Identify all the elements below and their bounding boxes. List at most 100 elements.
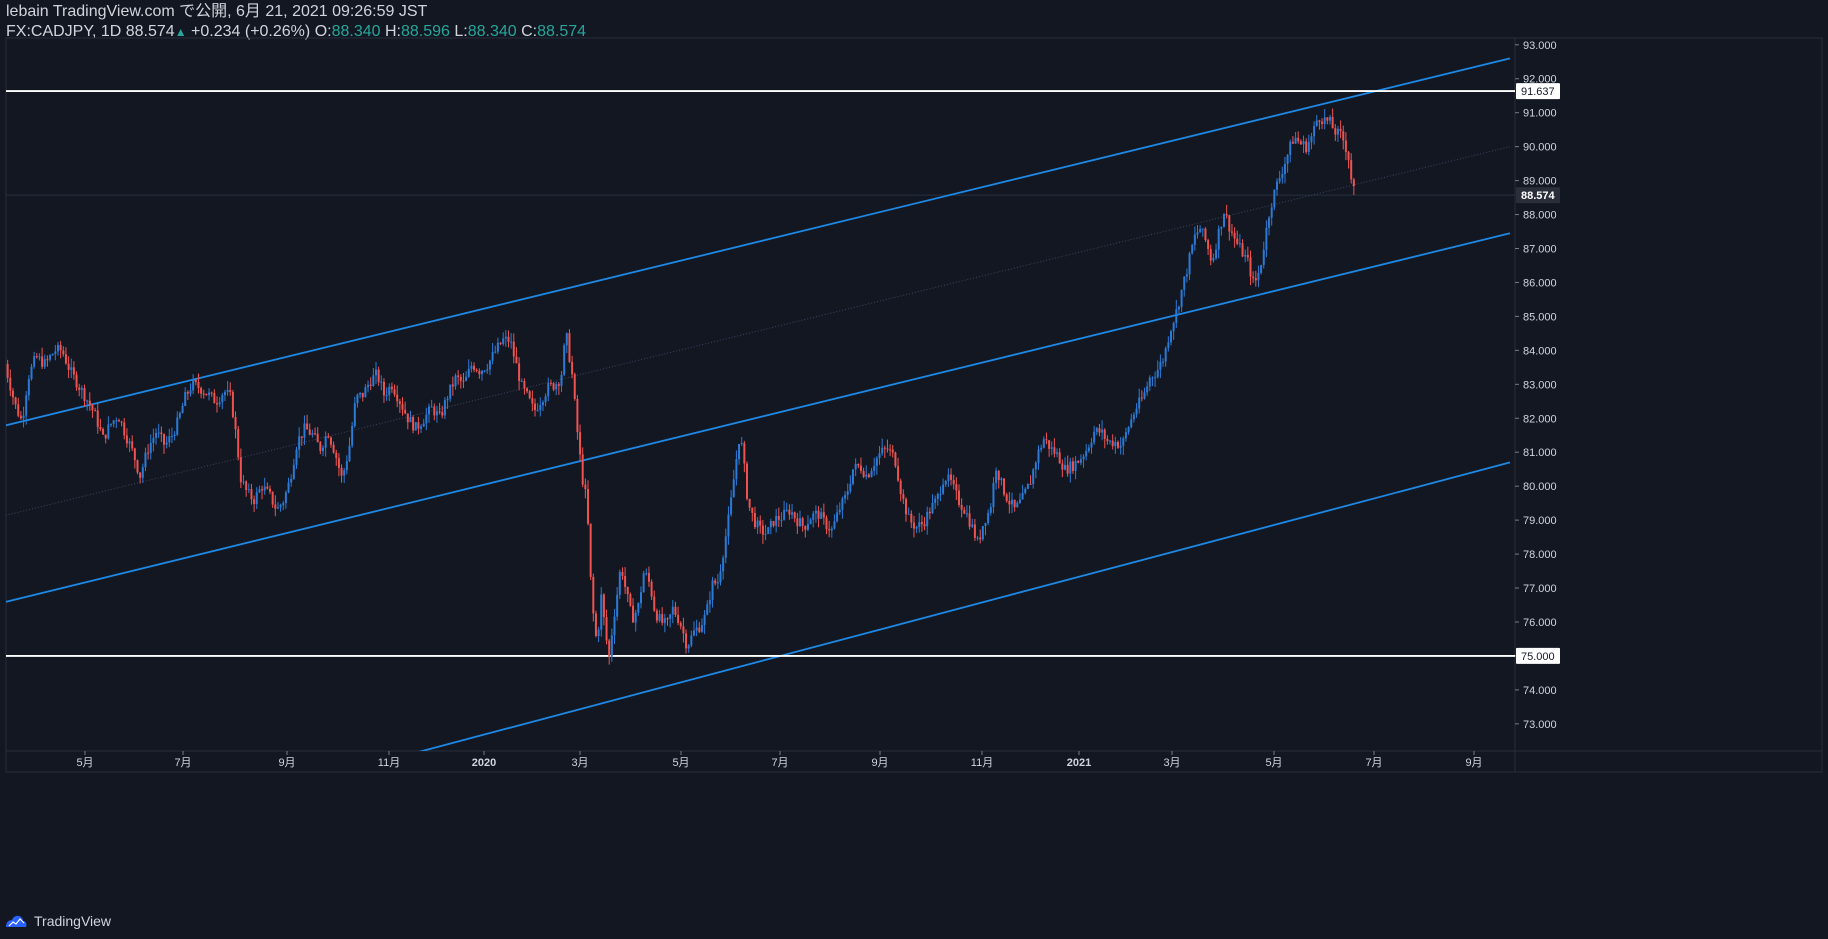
candle-body (1037, 449, 1040, 463)
symbol-label[interactable]: FX:CADJPY, 1D (6, 23, 122, 40)
candle-body (682, 626, 685, 634)
x-tick-label: 7月 (174, 757, 191, 769)
candle-body (862, 470, 865, 477)
candle-body (610, 635, 613, 657)
candle-body (396, 394, 399, 402)
price-chart[interactable]: 93.000 92.000 91.000 90.000 89.000 88.000 87.0… (0, 0, 1828, 905)
candle-body (72, 367, 75, 375)
candle-body (276, 507, 279, 509)
candle-body (806, 524, 809, 530)
candle-body (218, 402, 221, 405)
y-tick-label: 90.000 (1523, 142, 1557, 154)
candle-body (910, 513, 913, 523)
candle-body (512, 341, 515, 357)
candle-body (878, 453, 881, 459)
candle-body (1223, 214, 1225, 227)
candle-body (202, 393, 205, 395)
candle-body (348, 445, 351, 462)
candle-body (730, 497, 733, 515)
candle-body (465, 376, 468, 381)
candle-body (510, 341, 513, 343)
candle-body (854, 464, 857, 470)
candle-body (1061, 463, 1064, 470)
candle-body (1196, 232, 1199, 235)
candle-body (1342, 131, 1345, 141)
candle-body (838, 509, 841, 513)
candle-body (192, 379, 195, 391)
candle-body (486, 369, 489, 371)
candle-body (189, 390, 192, 394)
candle-body (1283, 163, 1286, 175)
y-tick-label: 83.000 (1523, 379, 1557, 391)
footer: TradingView (4, 910, 111, 932)
candle-body (1077, 460, 1080, 463)
candle-body (918, 522, 921, 527)
candle-body (1164, 348, 1167, 362)
candle-body (316, 433, 319, 443)
candle-body (1074, 460, 1077, 471)
candle-body (380, 381, 383, 383)
candle-body (653, 596, 656, 611)
candle-body (1228, 215, 1231, 232)
candle-body (663, 618, 666, 623)
candle-body (881, 447, 884, 454)
candle-body (1265, 227, 1268, 250)
candle-body (587, 489, 589, 524)
candle-body (735, 459, 738, 480)
candle-body (1336, 128, 1339, 135)
candle-body (1079, 459, 1082, 463)
candle-body (504, 336, 507, 339)
candle-body (629, 594, 632, 606)
candle-body (62, 350, 65, 355)
candle-body (38, 356, 41, 358)
candle-body (698, 627, 701, 632)
candle-body (1053, 447, 1056, 454)
candle-body (332, 444, 335, 453)
brand-label[interactable]: TradingView (34, 913, 112, 929)
candle-body (1103, 429, 1106, 439)
price-label-text: 88.574 (1521, 190, 1556, 202)
candle-body (995, 470, 998, 483)
candle-body (772, 521, 775, 526)
candle-body (1339, 128, 1342, 132)
channel-line-upper (6, 57, 1511, 427)
candle-body (345, 461, 348, 471)
y-tick-label: 82.000 (1523, 413, 1557, 425)
candle-body (1000, 478, 1003, 481)
candle-body (78, 387, 81, 390)
candle-body (1095, 428, 1098, 432)
candle-body (1329, 116, 1331, 121)
candle-body (107, 424, 110, 439)
low-label: L: (454, 23, 468, 40)
candle-body (1048, 440, 1051, 449)
candle-body (669, 614, 672, 620)
candle-body (163, 434, 165, 445)
candle-body (141, 467, 144, 478)
candle-body (271, 491, 274, 505)
candle-body (1321, 121, 1324, 124)
candle-body (375, 369, 377, 376)
candle-body (597, 629, 600, 637)
candle-body (658, 614, 661, 621)
candle-body (894, 452, 897, 467)
price-label-text: 75.000 (1521, 651, 1555, 663)
candle-body (873, 465, 876, 471)
candle-body (905, 499, 907, 515)
candle-body (518, 363, 521, 382)
candle-body (944, 481, 947, 485)
candle-body (640, 592, 642, 604)
x-tick-label: 2021 (1067, 757, 1091, 769)
candle-body (205, 393, 208, 396)
candle-body (748, 498, 751, 508)
y-tick-label: 80.000 (1523, 481, 1557, 493)
candle-body (642, 573, 645, 593)
candle-body (777, 516, 780, 520)
candle-body (438, 411, 441, 413)
candle-body (637, 603, 640, 613)
candle-body (1191, 244, 1194, 254)
candle-body (685, 633, 688, 649)
candle-body (1241, 243, 1244, 257)
candle-body (258, 489, 261, 493)
close-value: 88.574 (537, 23, 587, 40)
candle-body (1286, 154, 1289, 164)
